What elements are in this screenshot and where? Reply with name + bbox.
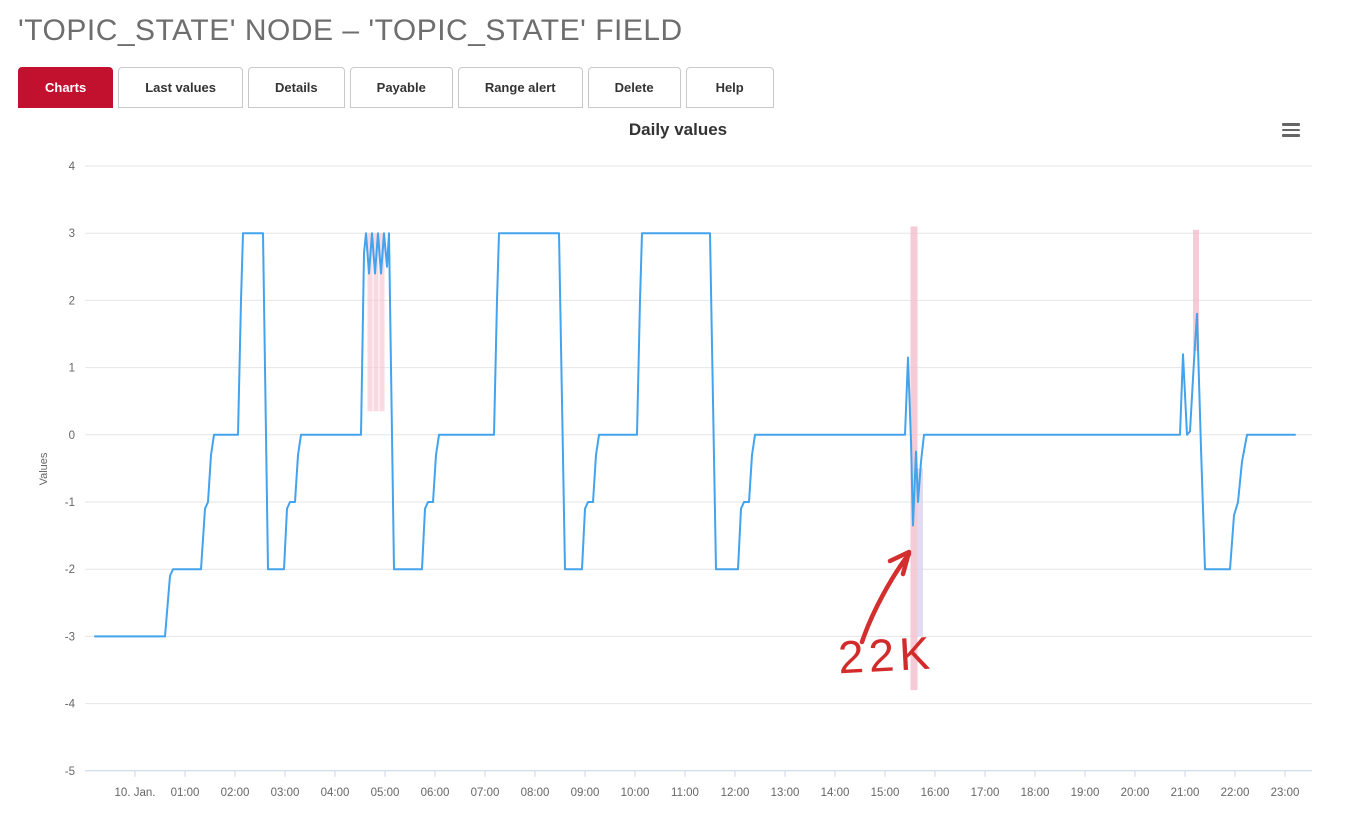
chart-canvas: 4 3 2 1 0 -1 -2 -3 -4 -5 10. Jan. 01:00 02:00 03:00 04… — [38, 161, 1312, 799]
chart-series-line — [94, 232, 1296, 638]
svg-text:20:00: 20:00 — [1121, 787, 1150, 799]
tab-help[interactable]: Help — [685, 67, 774, 108]
svg-text:22:00: 22:00 — [1221, 787, 1250, 799]
hand-drawn-annotation: 22K — [837, 549, 936, 683]
svg-text:08:00: 08:00 — [521, 787, 550, 799]
svg-text:-1: -1 — [65, 497, 75, 509]
svg-text:18:00: 18:00 — [1021, 787, 1050, 799]
svg-text:4: 4 — [69, 161, 76, 173]
svg-text:15:00: 15:00 — [871, 787, 900, 799]
svg-text:02:00: 02:00 — [221, 787, 250, 799]
svg-text:07:00: 07:00 — [471, 787, 500, 799]
tab-charts[interactable]: Charts — [18, 67, 114, 108]
svg-text:10:00: 10:00 — [621, 787, 650, 799]
svg-text:13:00: 13:00 — [771, 787, 800, 799]
annotation-text: 22K — [837, 626, 936, 683]
chart-alert-bands — [367, 226, 1199, 691]
tab-last-values[interactable]: Last values — [118, 67, 244, 108]
svg-text:-2: -2 — [65, 564, 75, 576]
svg-text:-5: -5 — [65, 766, 75, 778]
svg-text:01:00: 01:00 — [171, 787, 200, 799]
chart-title: Daily values — [628, 120, 728, 139]
chart-gridlines — [85, 165, 1312, 777]
svg-text:10. Jan.: 10. Jan. — [115, 787, 156, 799]
svg-text:1: 1 — [69, 363, 75, 375]
page-header: 'TOPIC_STATE' NODE – 'TOPIC_STATE' FIELD — [0, 14, 1356, 48]
hamburger-icon[interactable] — [1282, 123, 1300, 140]
tab-bar: Charts Last values Details Payable Range ale… — [18, 62, 1356, 108]
svg-text:-3: -3 — [65, 631, 75, 643]
svg-text:05:00: 05:00 — [371, 787, 400, 799]
svg-text:03:00: 03:00 — [271, 787, 300, 799]
svg-text:23:00: 23:00 — [1271, 787, 1300, 799]
annotation-arrow-shaft — [859, 551, 912, 645]
svg-text:11:00: 11:00 — [671, 787, 699, 799]
svg-text:06:00: 06:00 — [421, 787, 450, 799]
page-title: 'TOPIC_STATE' NODE – 'TOPIC_STATE' FIELD — [18, 14, 683, 47]
y-axis-title: Values — [38, 452, 50, 485]
svg-text:-4: -4 — [65, 699, 76, 711]
svg-text:0: 0 — [69, 430, 75, 442]
svg-text:12:00: 12:00 — [721, 787, 750, 799]
svg-text:14:00: 14:00 — [821, 787, 850, 799]
tab-payable[interactable]: Payable — [349, 67, 453, 108]
svg-text:04:00: 04:00 — [321, 787, 350, 799]
tab-delete[interactable]: Delete — [587, 67, 681, 108]
svg-text:09:00: 09:00 — [571, 787, 600, 799]
chart-axes-labels: 4 3 2 1 0 -1 -2 -3 -4 -5 10. Jan. 01:00 02:00 03:00 04… — [65, 161, 1300, 799]
svg-text:17:00: 17:00 — [971, 787, 1000, 799]
chart-panel: Daily values 4 3 2 1 0 -1 -2 -3 -4 -5 10. Jan. 01:0… — [0, 114, 1356, 800]
svg-text:19:00: 19:00 — [1071, 787, 1100, 799]
svg-text:3: 3 — [69, 228, 75, 240]
svg-text:21:00: 21:00 — [1171, 787, 1200, 799]
tab-details[interactable]: Details — [248, 67, 345, 108]
annotation-arrow-head — [887, 549, 912, 577]
svg-text:16:00: 16:00 — [921, 787, 950, 799]
tab-range-alert[interactable]: Range alert — [457, 67, 583, 108]
svg-text:2: 2 — [69, 295, 75, 307]
